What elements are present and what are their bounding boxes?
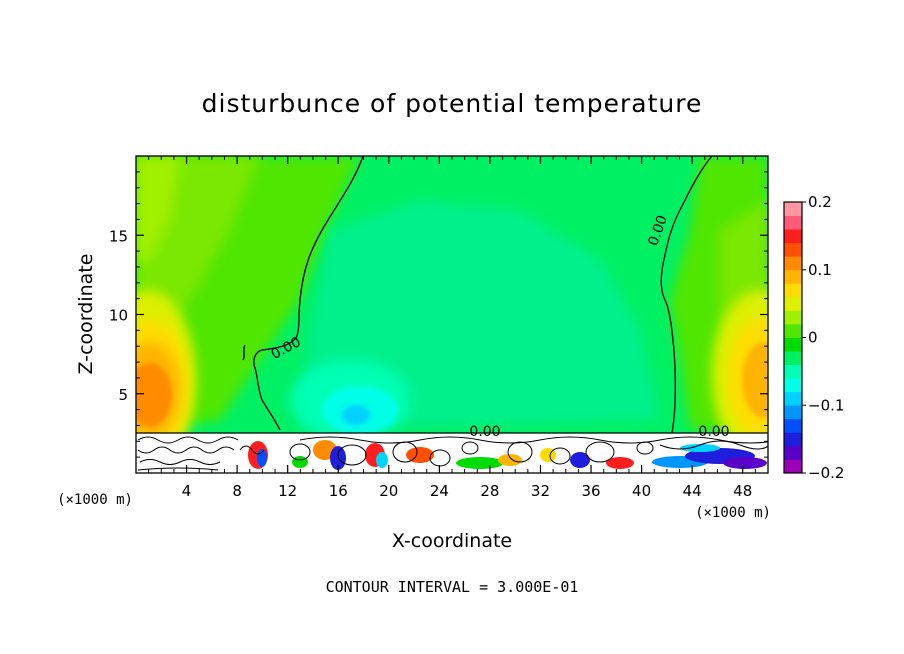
- x-axis-title: X-coordinate: [392, 530, 512, 552]
- colorbar-swatch: [784, 229, 802, 244]
- contour-line-right: [660, 155, 713, 434]
- x-tick-label: 36: [581, 482, 600, 500]
- colorbar-swatch: [784, 242, 802, 257]
- colorbar-label: −0.2: [808, 464, 844, 482]
- x-tick-label: 28: [480, 482, 499, 500]
- chart-title: disturbunce of potential temperature: [202, 89, 703, 118]
- colorbar-swatch: [784, 445, 802, 460]
- x-unit-right: (×1000 m): [695, 505, 771, 521]
- contour-label: 0.00: [469, 424, 500, 440]
- contour-line-left-hook: [242, 344, 246, 361]
- zero-contours: [242, 155, 713, 434]
- colorbar-swatch: [784, 323, 802, 338]
- colorbar-swatch: [784, 364, 802, 379]
- colorbar-swatch: [784, 256, 802, 271]
- colorbar-swatch: [784, 418, 802, 433]
- contour-field: [136, 156, 768, 473]
- y-tick-label: 15: [109, 227, 128, 245]
- colorbar-swatch: [784, 296, 802, 311]
- contour-line-left: [253, 155, 364, 431]
- surface-layer-contours: [137, 436, 768, 471]
- colorbar-swatch: [784, 432, 802, 447]
- colorbar-label: 0.1: [808, 261, 832, 279]
- colorbar-swatch: [784, 283, 802, 298]
- colorbar-swatch: [784, 215, 802, 230]
- x-tick-label: 32: [531, 482, 550, 500]
- field-yellowgreen-left: [136, 156, 180, 260]
- x-unit-left: (×1000 m): [57, 492, 133, 508]
- x-tick-label: 4: [182, 482, 192, 500]
- field-darkorange-left: [136, 363, 172, 427]
- colorbar-swatch: [784, 269, 802, 284]
- colorbar-swatch: [784, 337, 802, 352]
- colorbar-swatch: [784, 378, 802, 393]
- colorbar-label: 0: [808, 329, 818, 347]
- field-orange-right: [742, 342, 768, 418]
- x-tick-label: 24: [430, 482, 449, 500]
- colorbar-swatch: [784, 391, 802, 406]
- colorbar-swatch: [784, 459, 802, 474]
- colorbar-swatch: [784, 310, 802, 325]
- colorbar-swatch: [784, 405, 802, 420]
- surface-layer-patches: [248, 440, 767, 470]
- contour-label: 0.00: [698, 424, 729, 440]
- y-axis: 5 10 15: [109, 171, 768, 458]
- y-tick-label: 10: [109, 307, 128, 325]
- colorbar-swatch: [784, 351, 802, 365]
- field-lightblue-blob: [342, 405, 370, 425]
- x-tick-label: 8: [232, 482, 242, 500]
- y-tick-label: 5: [118, 386, 128, 404]
- colorbar: 0.2 0.1 0 −0.1 −0.2: [783, 193, 844, 482]
- x-tick-label: 12: [278, 482, 297, 500]
- colorbar-label: −0.1: [808, 396, 844, 414]
- x-tick-label: 40: [632, 482, 651, 500]
- x-tick-label: 16: [329, 482, 348, 500]
- x-tick-label: 44: [683, 482, 702, 500]
- colorbar-swatch: [784, 202, 802, 216]
- x-tick-label: 20: [379, 482, 398, 500]
- y-axis-title: Z-coordinate: [75, 254, 97, 375]
- colorbar-label: 0.2: [808, 193, 832, 211]
- x-tick-label: 48: [733, 482, 752, 500]
- contour-interval-note: CONTOUR INTERVAL = 3.000E-01: [326, 578, 579, 596]
- x-axis: 4 8 12 16 20 24 28 32 36 40 44 48: [148, 156, 756, 500]
